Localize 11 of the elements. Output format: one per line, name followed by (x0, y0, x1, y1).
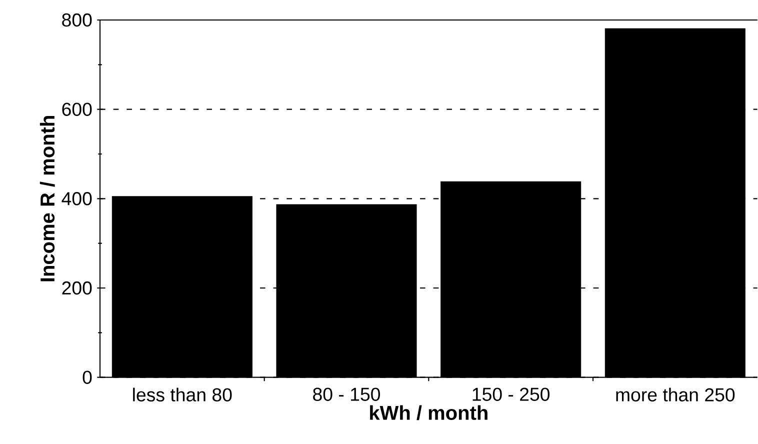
x-axis-title: kWh / month (370, 405, 488, 420)
y-axis-title: Income R / month (40, 116, 55, 282)
x-tick-label: less than 80 (133, 388, 232, 402)
y-tick-label: 0 (82, 370, 92, 384)
y-tick-label: 600 (62, 102, 92, 116)
x-tick-label: more than 250 (616, 388, 735, 402)
y-tick-label: 800 (62, 13, 92, 27)
y-tick-label: 200 (62, 281, 92, 295)
x-tick-label: 150 - 250 (472, 388, 550, 401)
x-tick-label: 80 - 150 (313, 388, 380, 401)
y-tick-label: 400 (62, 192, 92, 206)
